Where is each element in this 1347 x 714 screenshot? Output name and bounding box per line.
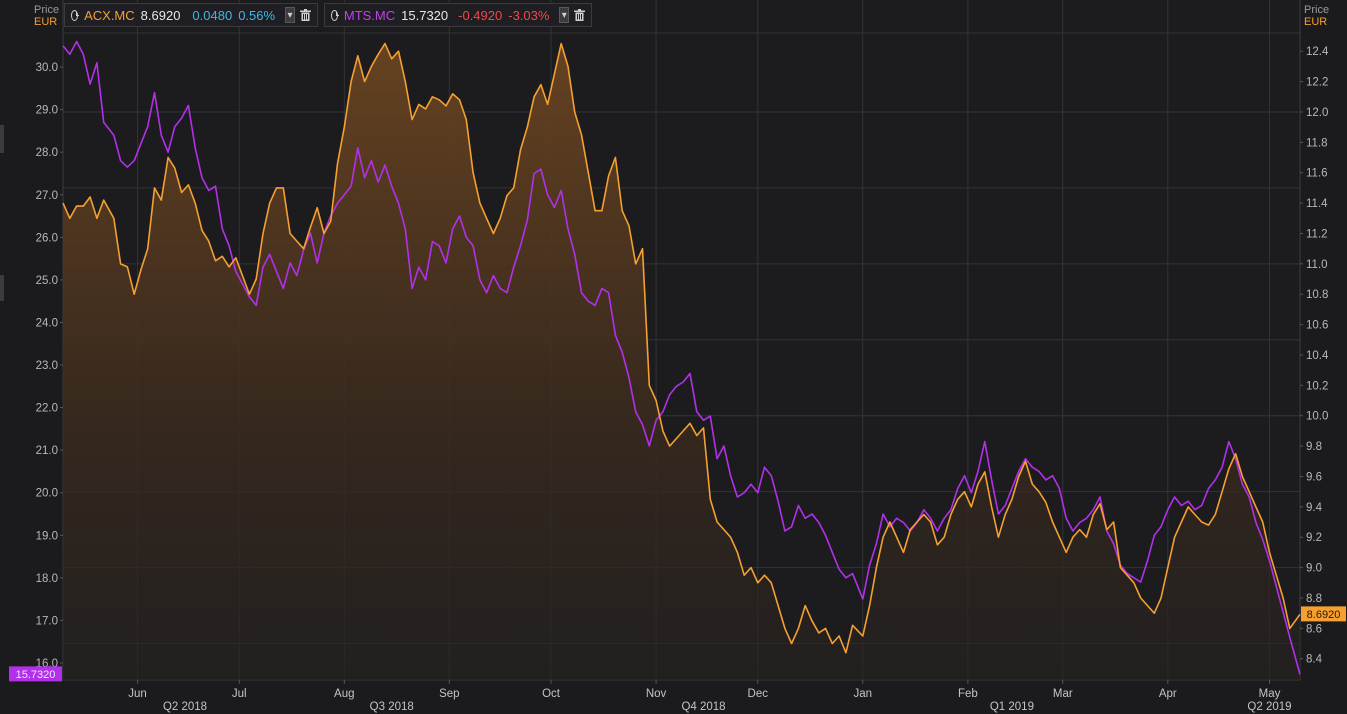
month-label: Jan — [854, 688, 873, 700]
left-tick-label: 18.0 — [36, 573, 58, 585]
right-tick-label: 11.8 — [1306, 137, 1328, 149]
legend-mts[interactable]: MTS.MC 15.7320 -0.4920 -3.03% ▾ — [324, 3, 592, 27]
month-label: Sep — [439, 688, 459, 700]
right-tick-label: 9.4 — [1306, 502, 1323, 514]
legend-ticker[interactable]: ACX.MC — [84, 7, 135, 23]
left-tick-label: 25.0 — [36, 275, 58, 287]
right-tick-label: 9.6 — [1306, 471, 1322, 483]
quarter-label: Q3 2018 — [370, 701, 414, 713]
legend-change-pct: 0.56% — [238, 7, 276, 23]
left-tick-label: 27.0 — [36, 190, 58, 202]
last-value-tag-bg — [9, 666, 62, 682]
right-tick-label: 10.4 — [1306, 350, 1329, 362]
month-label: Mar — [1053, 688, 1073, 700]
month-label: Feb — [958, 688, 978, 700]
series-line-mts — [62, 40, 1301, 675]
left-tick-label: 28.0 — [36, 147, 58, 159]
left-tick-label: 17.0 — [36, 615, 58, 627]
right-tick-label: 8.8 — [1306, 593, 1322, 605]
right-tick-label: 11.2 — [1306, 228, 1328, 240]
right-tick-label: 12.4 — [1306, 46, 1329, 58]
right-tick-label: 10.2 — [1306, 380, 1328, 392]
clock-icon — [71, 9, 79, 21]
left-tick-label: 29.0 — [36, 105, 58, 117]
left-tick-label: 22.0 — [36, 403, 58, 415]
right-tick-label: 11.4 — [1306, 198, 1328, 210]
chevron-down-icon[interactable]: ▾ — [285, 7, 295, 23]
month-label: Jun — [128, 688, 147, 700]
right-tick-label: 8.6 — [1306, 623, 1322, 635]
legend-ticker[interactable]: MTS.MC — [343, 7, 396, 23]
left-tick-label: 26.0 — [36, 232, 58, 244]
scroll-handle[interactable] — [0, 275, 4, 301]
last-value-tag-text: 8.6920 — [1307, 609, 1341, 621]
legend-price: 15.7320 — [401, 7, 449, 23]
left-tick-label: 19.0 — [36, 530, 58, 542]
left-tick-label: 24.0 — [36, 317, 58, 329]
left-tick-label: 21.0 — [36, 445, 58, 457]
trash-icon[interactable] — [574, 7, 585, 23]
month-label: Apr — [1159, 688, 1177, 700]
left-axis-title: Price — [34, 4, 60, 16]
right-tick-label: 12.0 — [1306, 107, 1328, 119]
right-tick-label: 11.0 — [1306, 259, 1328, 271]
right-tick-label: 9.2 — [1306, 532, 1322, 544]
right-axis-unit: Price EUR — [1304, 4, 1329, 28]
quarter-label: Q2 2019 — [1247, 701, 1291, 713]
left-tick-label: 23.0 — [36, 360, 58, 372]
series-line-acx — [62, 42, 1301, 654]
last-value-tag-text: 15.7320 — [16, 669, 56, 681]
right-tick-label: 10.6 — [1306, 320, 1328, 332]
right-axis-currency: EUR — [1304, 16, 1328, 28]
right-tick-label: 8.4 — [1306, 654, 1323, 666]
left-axis-ticks: 16.017.018.019.020.021.022.023.024.025.0… — [36, 62, 63, 670]
legend-change: -0.4920 — [458, 7, 503, 23]
right-tick-label: 10.0 — [1306, 411, 1328, 423]
legend-price: 8.6920 — [140, 7, 181, 23]
month-label: Aug — [334, 688, 354, 700]
series-area-acx — [63, 43, 1300, 681]
month-label: Jul — [232, 688, 247, 700]
quarter-label: Q2 2018 — [163, 701, 207, 713]
legend-acx[interactable]: ACX.MC 8.6920 0.0480 0.56% ▾ — [64, 3, 318, 27]
right-tick-label: 9.8 — [1306, 441, 1322, 453]
trash-icon[interactable] — [300, 7, 311, 23]
left-axis-currency: EUR — [34, 16, 58, 28]
right-tick-label: 11.6 — [1306, 168, 1328, 180]
scroll-handle[interactable] — [0, 125, 4, 153]
right-tick-label: 12.2 — [1306, 77, 1328, 89]
quarter-label: Q1 2019 — [990, 701, 1034, 713]
last-value-tag-mts: 15.7320 — [9, 666, 62, 682]
left-tick-label: 30.0 — [36, 62, 58, 74]
right-tick-label: 9.0 — [1306, 563, 1322, 575]
right-axis-ticks: 8.4 8.6 8.8 9.0 9.2 9.4 9.6 9.8 10.0 10.2 10.4 10.6… — [1300, 46, 1329, 666]
quarter-label: Q4 2018 — [681, 701, 725, 713]
legend-change-pct: -3.03% — [508, 7, 550, 23]
month-label: Oct — [542, 688, 561, 700]
right-axis-title: Price — [1304, 4, 1330, 16]
clock-icon — [331, 9, 339, 21]
right-tick-label: 10.8 — [1306, 289, 1328, 301]
left-axis-unit: Price EUR — [34, 4, 59, 28]
month-label: Dec — [748, 688, 769, 700]
month-label: May — [1259, 688, 1281, 700]
last-value-tag-bg — [1301, 606, 1346, 622]
last-value-tag-acx: 8.6920 — [1301, 606, 1346, 622]
left-tick-label: 20.0 — [36, 488, 58, 500]
chevron-down-icon[interactable]: ▾ — [559, 7, 569, 23]
month-label: Nov — [646, 688, 667, 700]
legend-change: 0.0480 — [192, 7, 233, 23]
